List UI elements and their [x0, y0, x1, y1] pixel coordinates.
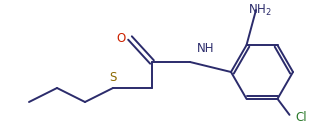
Text: NH: NH — [197, 42, 214, 55]
Text: S: S — [109, 71, 117, 84]
Text: O: O — [117, 32, 126, 45]
Text: NH$_2$: NH$_2$ — [248, 2, 272, 18]
Text: Cl: Cl — [295, 111, 307, 124]
